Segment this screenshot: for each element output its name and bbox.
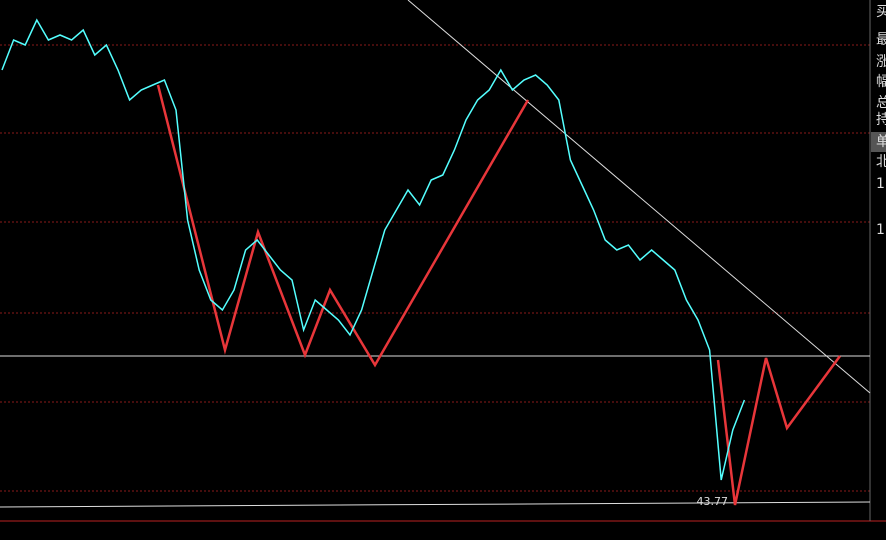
sidebar-label: 买	[876, 4, 886, 20]
sidebar-label: 持	[876, 112, 886, 128]
sidebar-label: 涨	[876, 54, 886, 70]
wave-arrows	[156, 84, 842, 506]
price-line	[1, 18, 746, 481]
sidebar-highlight	[871, 132, 886, 152]
sidebar-label: 1	[876, 176, 885, 192]
trend-line	[407, 0, 871, 394]
sidebar-label: 幅	[876, 74, 886, 90]
sidebar-label: 最	[876, 32, 886, 48]
sidebar-label: 总	[876, 95, 886, 111]
support-line	[0, 501, 871, 508]
sidebar-label: 单	[876, 134, 886, 150]
sidebar-label: 北	[876, 154, 886, 170]
low-price-label: 43.77	[697, 495, 729, 508]
grid	[0, 44, 870, 492]
sidebar-label: 1	[876, 222, 885, 238]
